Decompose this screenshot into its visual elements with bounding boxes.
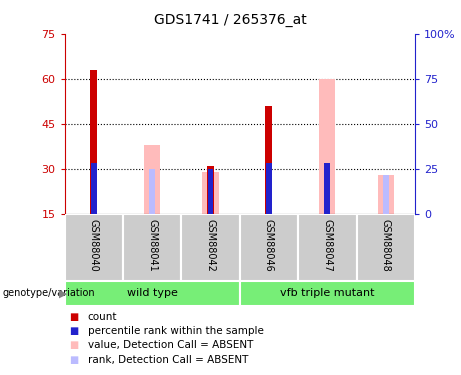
Text: rank, Detection Call = ABSENT: rank, Detection Call = ABSENT (88, 355, 248, 364)
Bar (356, 214, 415, 281)
Bar (207, 166, 214, 214)
Bar (240, 214, 298, 281)
Bar (266, 163, 272, 214)
Bar (298, 214, 356, 281)
Bar (65, 214, 123, 281)
Bar (325, 163, 330, 214)
Bar (202, 172, 219, 214)
Text: ■: ■ (69, 326, 78, 336)
Text: ■: ■ (69, 355, 78, 364)
Bar (207, 169, 213, 214)
Text: GSM88048: GSM88048 (381, 219, 391, 272)
Text: genotype/variation: genotype/variation (2, 288, 95, 298)
Bar (266, 106, 272, 214)
Bar (240, 281, 415, 306)
Bar (149, 169, 155, 214)
Text: GSM88041: GSM88041 (147, 219, 157, 272)
Text: GDS1741 / 265376_at: GDS1741 / 265376_at (154, 13, 307, 27)
Bar (383, 175, 389, 214)
Bar (90, 70, 97, 214)
Bar (181, 214, 240, 281)
Bar (207, 172, 213, 214)
Text: GSM88047: GSM88047 (322, 219, 332, 272)
Bar (378, 175, 394, 214)
Bar (123, 214, 181, 281)
Text: GSM88042: GSM88042 (206, 219, 216, 272)
Bar (144, 145, 160, 214)
Text: count: count (88, 312, 117, 322)
Text: ■: ■ (69, 312, 78, 322)
Text: value, Detection Call = ABSENT: value, Detection Call = ABSENT (88, 340, 253, 350)
Text: GSM88040: GSM88040 (89, 219, 99, 272)
Text: GSM88046: GSM88046 (264, 219, 274, 272)
Text: ■: ■ (69, 340, 78, 350)
Bar (319, 79, 336, 214)
Text: vfb triple mutant: vfb triple mutant (280, 288, 374, 298)
Text: percentile rank within the sample: percentile rank within the sample (88, 326, 264, 336)
Text: wild type: wild type (127, 288, 177, 298)
Bar (325, 163, 330, 214)
Bar (91, 163, 97, 214)
Bar (65, 281, 240, 306)
Text: ▶: ▶ (59, 288, 67, 298)
